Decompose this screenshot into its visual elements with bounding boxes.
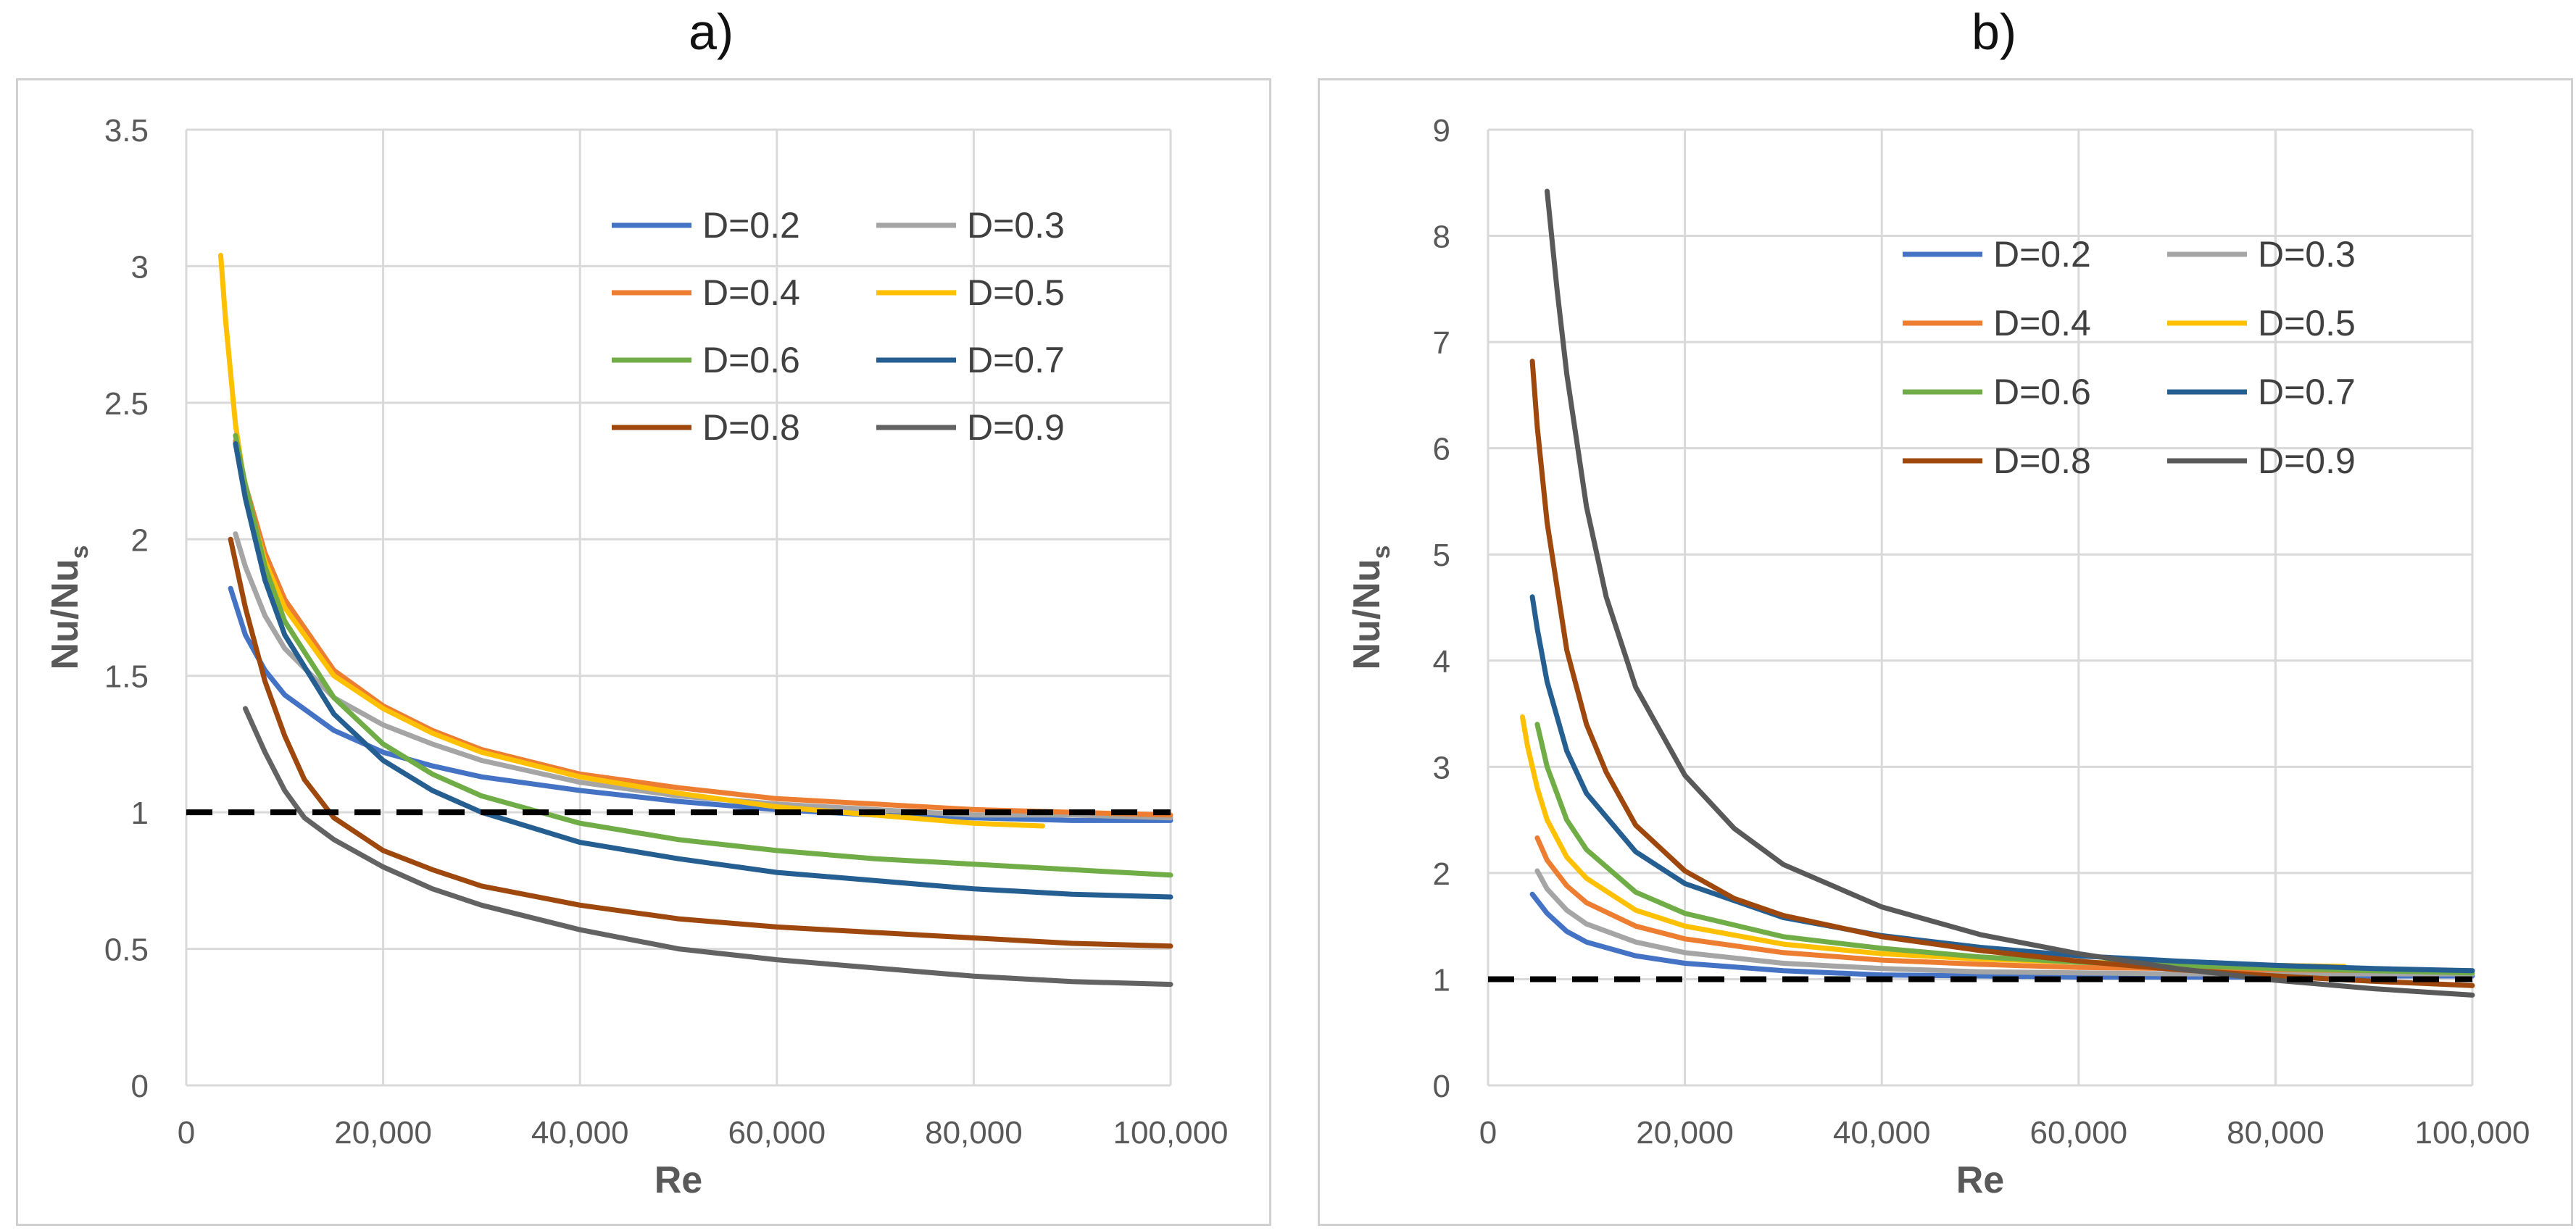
- chart-a-y-axis-label: Nu/Nus: [44, 545, 94, 669]
- chart-b-series-line-D=0.9: [1545, 188, 2475, 998]
- chart-a-series-line-D=0.9: [243, 706, 1173, 988]
- chart-b-ytick-label: 5: [1433, 538, 1450, 573]
- chart-b-legend-label-D=0.7: D=0.7: [2258, 372, 2356, 412]
- chart-a-legend-label-D=0.7: D=0.7: [967, 340, 1065, 380]
- chart-b-xtick-label: 100,000: [2414, 1115, 2530, 1151]
- chart-a-series-line-D=0.7: [233, 441, 1173, 900]
- chart-b-frame: 0 1 2 3 4 5 6 7 8 9 0 20,000 40,000 60,000 80,000 100,0…: [1318, 78, 2573, 1226]
- chart-a-xtick-label: 40,000: [531, 1115, 629, 1151]
- chart-a-series-line-D=0.8: [228, 536, 1173, 949]
- chart-b-xtick-label: 20,000: [1636, 1115, 1734, 1151]
- chart-b-xtick-label: 80,000: [2227, 1115, 2324, 1151]
- chart-b-xtick-label: 60,000: [2030, 1115, 2128, 1151]
- chart-b-legend-label-D=0.4: D=0.4: [1993, 303, 2091, 343]
- chart-a-legend-label-D=0.8: D=0.8: [702, 407, 800, 448]
- chart-b-plot: 0 1 2 3 4 5 6 7 8 9 0 20,000 40,000 60,000 80,000 100,0…: [1346, 113, 2530, 1201]
- chart-b-series-line-D=0.7: [1529, 594, 2475, 974]
- chart-a-ytick-label: 3: [131, 249, 149, 285]
- chart-b-ytick-label: 4: [1433, 644, 1450, 680]
- chart-b-x-axis-label: Re: [1956, 1159, 2004, 1201]
- chart-a-legend-label-D=0.5: D=0.5: [967, 272, 1065, 313]
- chart-a-xtick-label: 0: [178, 1115, 195, 1151]
- chart-b-legend-label-D=0.6: D=0.6: [1993, 372, 2091, 412]
- chart-a-ytick-label: 2.5: [104, 386, 149, 422]
- chart-a-series-line-D=0.5: [218, 252, 1045, 829]
- chart-b-ytick-label: 6: [1433, 432, 1450, 467]
- chart-a-x-axis-label: Re: [655, 1159, 702, 1201]
- chart-b-ytick-label: 8: [1433, 220, 1450, 255]
- chart-b-xtick-label: 0: [1479, 1115, 1497, 1151]
- chart-b-legend-label-D=0.2: D=0.2: [1993, 234, 2091, 275]
- chart-b-ytick-label: 9: [1433, 113, 1450, 149]
- chart-a-xtick-label: 80,000: [925, 1115, 1023, 1151]
- chart-b-legend-label-D=0.5: D=0.5: [2258, 303, 2356, 343]
- chart-a-title: a): [689, 4, 734, 60]
- chart-a-xtick-label: 100,000: [1113, 1115, 1228, 1151]
- chart-a-frame: 0 0.5 1 1.5 2 2.5 3 3.5 0 20,000 40,000 60,000 80,00…: [16, 78, 1271, 1226]
- chart-a-xtick-label: 60,000: [728, 1115, 826, 1151]
- chart-b-ytick-label: 0: [1433, 1069, 1450, 1104]
- chart-a-legend-label-D=0.6: D=0.6: [702, 340, 800, 380]
- chart-a-legend-label-D=0.3: D=0.3: [967, 205, 1065, 246]
- chart-b-ytick-label: 2: [1433, 856, 1450, 892]
- chart-a-ytick-label: 1: [131, 796, 149, 831]
- chart-a-legend-label-D=0.9: D=0.9: [967, 407, 1065, 448]
- chart-a-ytick-label: 3.5: [104, 113, 149, 149]
- chart-a-ytick-label: 0.5: [104, 932, 149, 968]
- chart-b-y-axis-label: Nu/Nus: [1346, 545, 1395, 669]
- chart-a-series-line-D=0.3: [233, 531, 1173, 821]
- chart-b-ytick-label: 1: [1433, 962, 1450, 998]
- chart-a-series-line-D=0.6: [233, 433, 1173, 878]
- chart-b-xtick-label: 40,000: [1833, 1115, 1931, 1151]
- chart-a-ytick-label: 1.5: [104, 659, 149, 695]
- chart-a-series-line-D=0.4: [233, 438, 1173, 818]
- chart-b-legend-label-D=0.9: D=0.9: [2258, 441, 2356, 481]
- chart-b-ytick-label: 7: [1433, 325, 1450, 361]
- chart-a-series-line-D=0.2: [228, 585, 1173, 823]
- chart-a-legend-label-D=0.4: D=0.4: [702, 272, 800, 313]
- chart-b-series-line-D=0.6: [1534, 722, 2475, 976]
- chart-b-legend-label-D=0.3: D=0.3: [2258, 234, 2356, 275]
- chart-a-legend-label-D=0.2: D=0.2: [702, 205, 800, 246]
- chart-b-title: b): [1972, 4, 2017, 60]
- chart-a-plot: 0 0.5 1 1.5 2 2.5 3 3.5 0 20,000 40,000 60,000 80,00…: [44, 113, 1229, 1201]
- chart-b-ytick-label: 3: [1433, 750, 1450, 785]
- chart-a-ytick-label: 0: [131, 1069, 149, 1104]
- chart-b-legend-label-D=0.8: D=0.8: [1993, 441, 2091, 481]
- chart-a-xtick-label: 20,000: [334, 1115, 432, 1151]
- chart-a-ytick-label: 2: [131, 522, 149, 558]
